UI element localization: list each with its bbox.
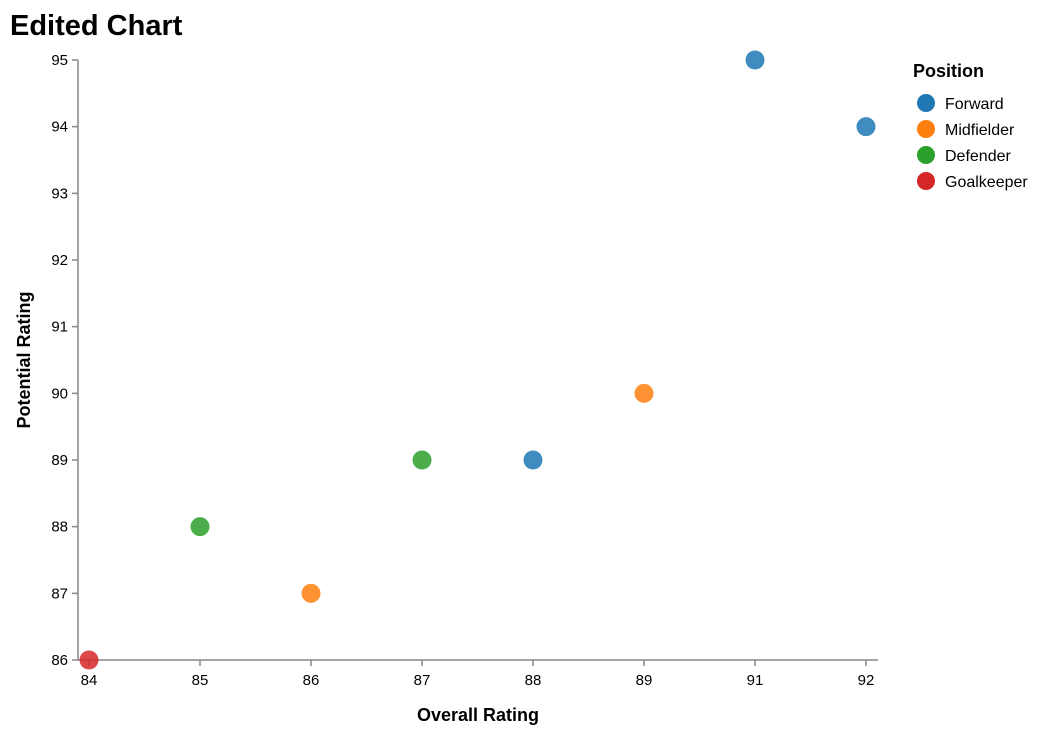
y-tick-label: 93 — [51, 185, 68, 202]
data-point — [523, 450, 543, 470]
y-axis: 86 87 88 89 90 91 92 93 94 95 — [51, 52, 79, 669]
data-point — [301, 583, 321, 603]
data-point — [190, 517, 210, 537]
y-tick-label: 90 — [51, 385, 68, 402]
y-tick-label: 92 — [51, 252, 68, 269]
y-tick-label: 86 — [51, 652, 68, 669]
x-tick-label: 88 — [525, 672, 542, 689]
data-point — [412, 450, 432, 470]
x-tick-label: 85 — [192, 672, 209, 689]
x-tick-label: 89 — [636, 672, 653, 689]
chart-title: Edited Chart — [10, 10, 183, 42]
x-tick-label: 92 — [858, 672, 875, 689]
x-tick-label: 86 — [303, 672, 320, 689]
x-tick-label: 87 — [414, 672, 431, 689]
data-point — [634, 383, 654, 403]
legend-label: Goalkeeper — [945, 174, 1028, 191]
data-point — [79, 650, 99, 670]
y-tick-label: 94 — [51, 119, 68, 136]
legend-symbol — [917, 172, 935, 190]
x-axis-title: Overall Rating — [417, 705, 539, 725]
data-point — [745, 50, 765, 70]
legend-label: Midfielder — [945, 122, 1015, 139]
data-points — [79, 50, 876, 670]
legend: Position Forward Midfielder Defender Goalke… — [913, 61, 1028, 191]
legend-symbol — [917, 120, 935, 138]
x-tick-label: 84 — [81, 672, 98, 689]
y-tick-label: 91 — [51, 319, 68, 336]
y-tick-label: 87 — [51, 585, 68, 602]
x-tick-label: 91 — [747, 672, 764, 689]
y-axis-title: Potential Rating — [14, 291, 34, 428]
legend-title: Position — [913, 61, 984, 81]
y-tick-label: 95 — [51, 52, 68, 69]
legend-label: Defender — [945, 148, 1011, 165]
y-tick-label: 88 — [51, 519, 68, 536]
x-axis: 84 85 86 87 88 89 91 92 — [78, 659, 878, 689]
y-tick-label: 89 — [51, 452, 68, 469]
legend-label: Forward — [945, 96, 1004, 113]
legend-symbol — [917, 94, 935, 112]
data-point — [856, 117, 876, 137]
legend-symbol — [917, 146, 935, 164]
